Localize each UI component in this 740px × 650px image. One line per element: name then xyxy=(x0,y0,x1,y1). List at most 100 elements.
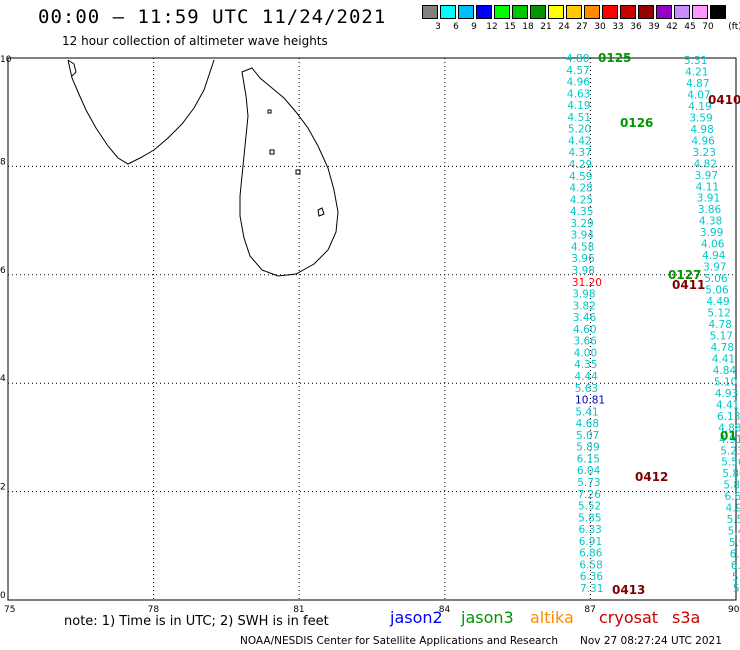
wave-height-value: 4.88 xyxy=(718,422,740,434)
wave-height-value: 3.46 xyxy=(573,312,597,324)
wave-height-value: 5.06 xyxy=(704,273,728,285)
x-tick-label: 81 xyxy=(293,605,304,615)
legend-label: 12 xyxy=(486,22,498,32)
x-tick-label: 90 xyxy=(728,605,740,615)
legend-label: 6 xyxy=(453,22,459,32)
wave-height-value: 3.23 xyxy=(693,147,716,159)
x-tick-label: 75 xyxy=(4,605,15,615)
wave-height-value: 4.44 xyxy=(574,371,598,383)
legend-swatch xyxy=(494,5,510,19)
wave-height-value: 4.78 xyxy=(711,342,734,354)
y-tick-label: 6 xyxy=(0,266,6,276)
wave-height-value: 6.15 xyxy=(577,453,600,465)
satellite-altika: altika xyxy=(530,608,574,627)
legend-label: 70 xyxy=(702,22,714,32)
wave-height-value: 4.19 xyxy=(688,101,711,113)
y-tick-label: 2 xyxy=(0,483,6,493)
pass-id-label: 0125 xyxy=(598,51,631,65)
wave-height-value: 5.88 xyxy=(723,480,740,492)
wave-height-value: 4.42 xyxy=(568,135,591,147)
wave-height-value: 6.86 xyxy=(579,548,603,560)
wave-height-value: 4.93 xyxy=(715,388,738,400)
wave-height-value: 4.35 xyxy=(574,359,597,371)
wave-height-value: 6.13 xyxy=(717,411,740,423)
y-tick-label: 0 xyxy=(0,591,6,601)
wave-height-value: 3.98 xyxy=(572,289,595,301)
wave-height-value: 4.96 xyxy=(691,135,715,147)
legend-swatch xyxy=(548,5,564,19)
legend-swatch xyxy=(566,5,582,19)
wave-height-value: 6.1 xyxy=(730,549,740,561)
legend-label: 30 xyxy=(594,22,606,32)
wave-height-value: 4.11 xyxy=(696,181,719,193)
legend-swatch xyxy=(692,5,708,19)
wave-height-value: 5.85 xyxy=(578,512,601,524)
legend-label: 15 xyxy=(504,22,516,32)
x-tick-label: 84 xyxy=(439,605,451,615)
legend-swatch xyxy=(530,5,546,19)
wave-height-value: 31.20 xyxy=(572,277,602,289)
wave-height-value: 4.37 xyxy=(568,147,591,159)
legend-label: 42 xyxy=(666,22,678,32)
wave-height-value: 3.82 xyxy=(573,300,596,312)
wave-height-value: 4.41 xyxy=(716,399,739,411)
wave-height-value: 5.10 xyxy=(714,376,737,388)
wave-height-value: 6.65 xyxy=(724,491,740,503)
legend-label: 21 xyxy=(540,22,552,32)
wave-height-value: 5.63 xyxy=(575,383,598,395)
india-coastline xyxy=(67,59,215,165)
satellite-jason3: jason3 xyxy=(461,608,514,627)
axis-labels: 75 78 81 84 87 90 10 8 6 4 2 0 xyxy=(0,55,740,615)
india-coastline-inlet xyxy=(67,59,77,77)
wave-height-value: 4.87 xyxy=(686,78,709,90)
generation-timestamp: Nov 27 08:27:24 UTC 2021 xyxy=(580,635,722,647)
wave-height-value: 3.98 xyxy=(572,265,595,277)
legend-swatch xyxy=(458,5,474,19)
wave-height-value: 4.38 xyxy=(699,216,722,228)
pass-id-label: 0126 xyxy=(620,116,653,130)
wave-height-value: 6.33 xyxy=(578,524,601,536)
pass-id-label: 0127 xyxy=(668,268,701,282)
wave-height-value: 7.31 xyxy=(580,583,603,595)
wave-height-value: 6.36 xyxy=(580,571,604,583)
wave-height-value: 3.59 xyxy=(689,112,712,124)
legend-swatch xyxy=(638,5,654,19)
wave-height-value: 4.28 xyxy=(569,183,592,195)
wave-height-value: 5.52 xyxy=(578,501,601,513)
wave-height-value: 4.29 xyxy=(569,159,592,171)
legend-swatch xyxy=(422,5,438,19)
wave-height-value: 5.50 xyxy=(727,514,740,526)
legend-swatch xyxy=(476,5,492,19)
legend-label: 24 xyxy=(558,22,570,32)
legend-swatch xyxy=(710,5,726,19)
satellite-s3a: s3a xyxy=(672,608,701,627)
page-title: 00:00 – 11:59 UTC 11/24/2021 xyxy=(38,6,387,28)
wave-height-value: 5.9 xyxy=(729,537,740,549)
wave-height-value: 4.21 xyxy=(685,66,708,78)
sri-lanka-coastline xyxy=(239,67,339,277)
wave-height-value: 5.06 xyxy=(705,285,729,297)
wave-height-value: 5.20 xyxy=(568,124,591,136)
wave-height-value: 3.66 xyxy=(573,336,597,348)
legend-label: 36 xyxy=(630,22,642,32)
wave-height-value: 10.81 xyxy=(575,395,605,407)
wave-height-value: 6.0 xyxy=(731,560,740,572)
legend-label: 33 xyxy=(612,22,624,32)
wave-height-value: 4.99 xyxy=(726,503,740,515)
legend-label: 39 xyxy=(648,22,660,32)
wave-height-value: 7.26 xyxy=(578,489,602,501)
wave-height-value: 5.17 xyxy=(710,330,733,342)
wave-height-value: 4.82 xyxy=(694,158,717,170)
wave-height-value: 4.91 xyxy=(719,434,740,446)
wave-height-value: 4.94 xyxy=(702,250,726,262)
wave-height-value: 3.97 xyxy=(695,170,718,182)
wave-height-value: 4.60 xyxy=(573,324,596,336)
islet xyxy=(267,109,272,114)
legend-swatch xyxy=(674,5,690,19)
wave-height-value: 4.06 xyxy=(701,239,725,251)
legend-swatch xyxy=(512,5,528,19)
wave-height-value: 4.98 xyxy=(690,124,713,136)
legend-unit: (ft) xyxy=(728,22,740,32)
wave-height-value: 4.19 xyxy=(567,100,590,112)
